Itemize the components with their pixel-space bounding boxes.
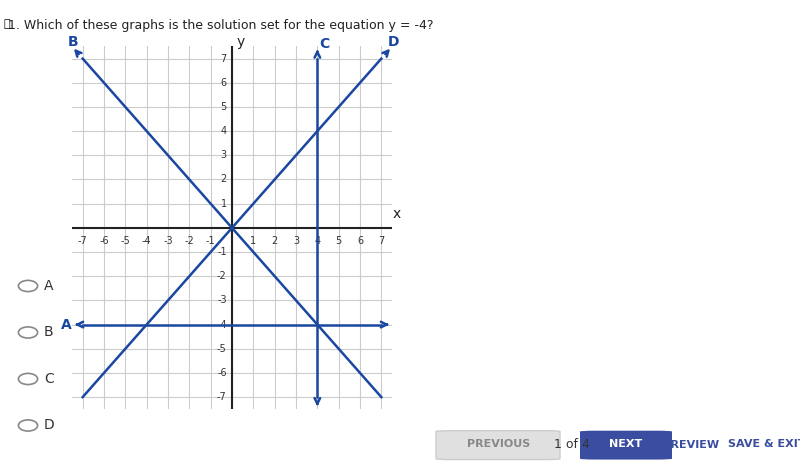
Text: A: A	[44, 279, 54, 293]
Text: 5: 5	[221, 102, 226, 112]
Text: x: x	[392, 206, 400, 220]
Text: -6: -6	[217, 368, 226, 378]
Text: -1: -1	[217, 247, 226, 257]
Text: 3: 3	[221, 150, 226, 160]
Text: 6: 6	[221, 78, 226, 88]
Text: -1: -1	[206, 236, 215, 246]
Text: SAVE & EXIT: SAVE & EXIT	[728, 439, 800, 449]
Text: B: B	[68, 35, 78, 49]
Text: -5: -5	[217, 344, 226, 354]
Text: 5: 5	[335, 236, 342, 246]
Text: 7: 7	[378, 236, 385, 246]
FancyBboxPatch shape	[436, 431, 560, 459]
Text: -5: -5	[121, 236, 130, 246]
Text: 🔖: 🔖	[4, 19, 10, 29]
Text: -7: -7	[217, 392, 226, 402]
Text: -6: -6	[99, 236, 109, 246]
Text: D: D	[44, 418, 54, 432]
Text: A: A	[62, 318, 72, 332]
Text: -7: -7	[78, 236, 87, 246]
FancyBboxPatch shape	[580, 431, 672, 459]
Text: 2: 2	[271, 236, 278, 246]
Text: -2: -2	[185, 236, 194, 246]
Text: PREVIOUS: PREVIOUS	[466, 439, 530, 449]
Text: 1: 1	[250, 236, 256, 246]
Text: 🔖 REVIEW: 🔖 REVIEW	[660, 439, 719, 449]
Text: NEXT: NEXT	[609, 439, 642, 449]
Text: -3: -3	[163, 236, 173, 246]
Text: D: D	[388, 35, 399, 49]
Text: 1 of 4: 1 of 4	[554, 438, 590, 451]
Text: 4: 4	[221, 126, 226, 136]
Text: y: y	[236, 35, 245, 49]
Text: -4: -4	[142, 236, 151, 246]
Text: C: C	[44, 372, 54, 386]
Text: 1. Which of these graphs is the solution set for the equation y = -4?: 1. Which of these graphs is the solution…	[8, 19, 434, 32]
Text: 2: 2	[221, 174, 226, 185]
Text: B: B	[44, 326, 54, 339]
Text: 7: 7	[221, 53, 226, 64]
Text: -2: -2	[217, 271, 226, 281]
Text: -3: -3	[217, 295, 226, 306]
Text: 3: 3	[293, 236, 299, 246]
Text: C: C	[319, 37, 330, 51]
Text: 4: 4	[314, 236, 320, 246]
Text: 6: 6	[357, 236, 363, 246]
Text: -4: -4	[217, 319, 226, 330]
Text: 1: 1	[221, 199, 226, 209]
